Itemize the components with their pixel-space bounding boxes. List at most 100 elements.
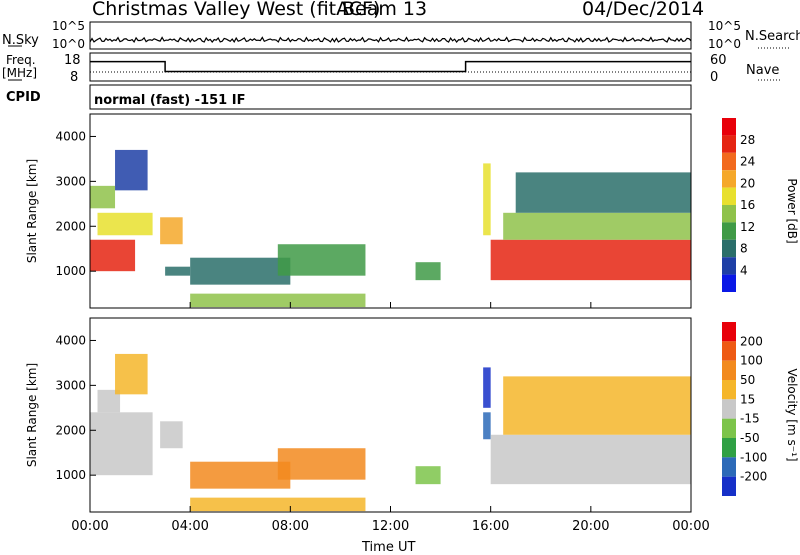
velocity-colorbar-cell [722,457,736,477]
velocity-ytick-label: 4000 [55,333,86,347]
velocity-data-region [483,412,491,440]
power-colorbar-cell [722,187,736,205]
velocity-colorbar-cell [722,476,736,496]
velocity-colorbar-tick: 200 [740,334,763,348]
beam-title: Beam 13 [342,0,428,20]
nsky-tick-bottom: 10^0 [52,37,85,51]
power-ylabel: Slant Range [km] [25,159,39,263]
power-data-region [490,239,691,281]
velocity-colorbar-cell [722,341,736,361]
power-colorbar-tick: 28 [740,133,755,147]
x-tick-label: 20:00 [572,519,609,534]
x-tick-label: 16:00 [472,519,509,534]
power-data-region [90,185,116,209]
velocity-colorbar-cell [722,399,736,419]
power-colorbar-tick: 8 [740,242,748,256]
velocity-data-region [160,421,183,449]
x-tick-label: 04:00 [171,519,208,534]
power-colorbar-cell [722,170,736,188]
power-data-region [115,149,148,191]
power-ytick-label: 2000 [55,219,86,233]
power-colorbar-tick: 20 [740,176,755,190]
velocity-data-region [90,412,153,476]
cpid-text: normal (fast) -151 IF [94,93,246,108]
station-title: Christmas Valley West (fitACF) [92,0,381,20]
power-data-region [277,244,366,276]
power-colorbar-cell [722,135,736,153]
velocity-colorbar-cell [722,360,736,380]
power-colorbar-cell [722,222,736,240]
freq-panel-frame [89,52,692,82]
nsearch-tick-top: 10^5 [708,19,741,33]
velocity-colorbar-tick: 50 [740,373,755,387]
velocity-ylabel: Slant Range [km] [25,363,39,467]
power-colorbar-cell [722,257,736,275]
nsky-trace [89,36,692,44]
power-ytick-label: 3000 [55,174,86,188]
velocity-data-region [415,466,441,485]
power-data-region [190,257,291,285]
power-colorbar-cell [722,239,736,258]
power-data-region [515,172,691,213]
x-tick-label: 08:00 [272,519,309,534]
velocity-data-region [115,353,148,395]
velocity-colorbar-tick: -200 [740,470,767,484]
power-colorbar-cell [722,152,736,171]
velocity-colorbar-tick: -50 [740,431,760,445]
freq-label-2: [MHz] [2,66,38,80]
nave-label: Nave [746,63,780,78]
nsky-label: N.Sky [2,33,39,48]
velocity-data-region [277,448,366,480]
power-colorbar-tick: 16 [740,198,755,212]
power-colorbar-cell [722,205,736,223]
velocity-data-region [503,376,691,435]
velocity-colorbar-tick: 15 [740,392,755,406]
freq-trace [90,60,691,73]
freq-tick-bottom: 8 [70,70,79,85]
nsky-panel-frame [89,21,692,50]
power-colorbar-cell [722,274,736,292]
nsearch-label: N.Search [745,29,800,44]
power-data-region [160,217,183,245]
power-data-region [415,262,441,281]
x-axis-label: Time UT [362,540,416,555]
velocity-colorbar-cell [722,380,736,400]
velocity-data-region [190,497,366,512]
velocity-colorbar-label: Velocity [m s⁻¹] [785,368,799,461]
velocity-ytick-label: 1000 [55,468,86,482]
power-data-region [190,293,366,308]
velocity-data-region [483,367,491,408]
power-ytick-label: 4000 [55,129,86,143]
velocity-colorbar-cell [722,418,736,438]
velocity-ytick-label: 2000 [55,423,86,437]
cpid-panel-frame [89,84,692,110]
power-data-region [90,239,136,272]
power-data-region [503,212,691,240]
velocity-data-region [190,461,291,489]
freq-tick-top: 18 [64,53,81,68]
power-colorbar-cell [722,118,736,136]
power-colorbar-tick: 24 [740,155,755,169]
velocity-colorbar-cell [722,322,736,342]
power-colorbar-tick: 4 [740,263,748,277]
nave-tick-top: 60 [710,53,727,68]
velocity-colorbar-tick: -15 [740,412,760,426]
velocity-data-region [97,389,121,413]
velocity-colorbar-tick: 100 [740,354,763,368]
x-tick-label: 00:00 [672,519,709,534]
date-title: 04/Dec/2014 [582,0,705,20]
nsearch-tick-bottom: 10^0 [708,37,741,51]
power-data-region [97,212,153,236]
freq-label-1: Freq. [6,53,36,67]
x-tick-label: 00:00 [71,519,108,534]
power-colorbar-label: Power [dB] [785,178,799,243]
power-data-region [483,163,491,236]
velocity-colorbar-tick: -100 [740,450,767,464]
nsky-tick-top: 10^5 [52,19,85,33]
power-colorbar-tick: 12 [740,220,755,234]
power-ytick-label: 1000 [55,264,86,278]
power-data-region [165,266,191,276]
nave-tick-bottom: 0 [710,70,719,85]
velocity-colorbar-cell [722,438,736,458]
